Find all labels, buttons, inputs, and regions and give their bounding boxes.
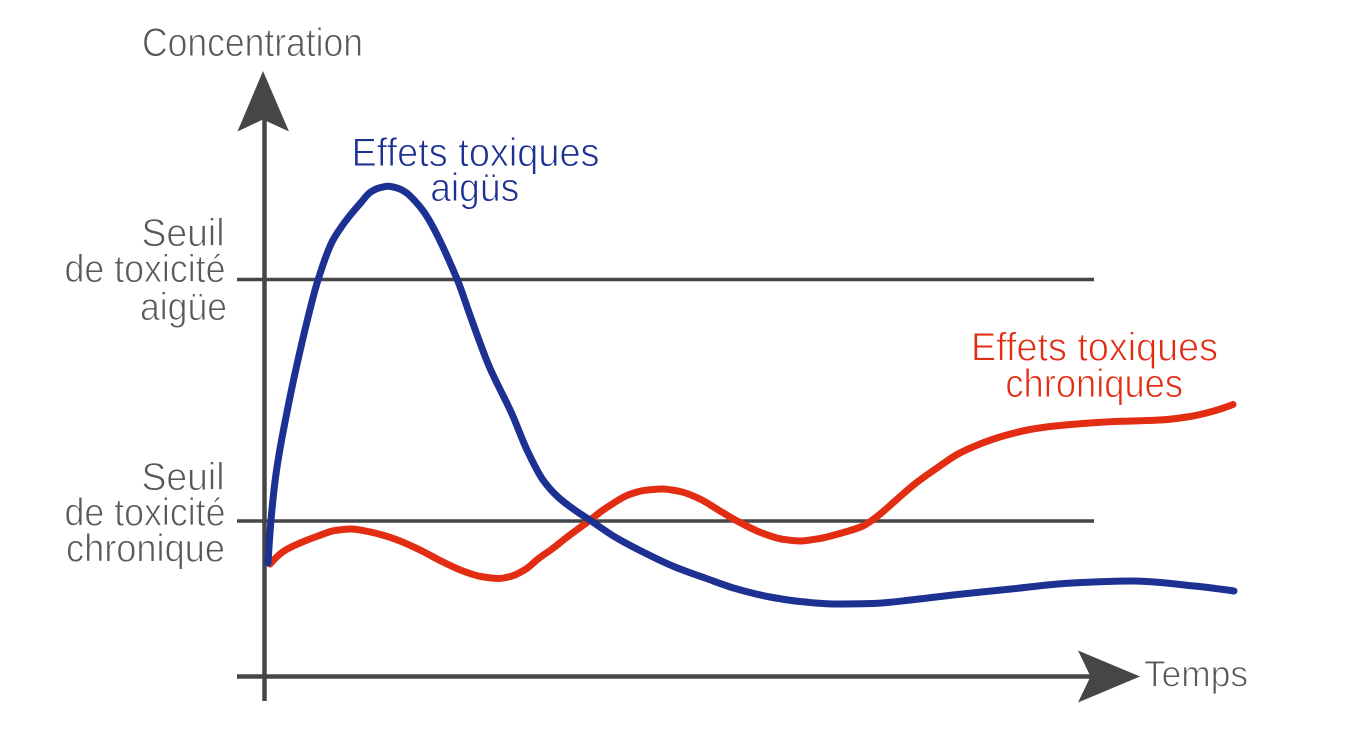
svg-text:aigüe: aigüe [140, 286, 227, 329]
svg-text:chronique: chronique [66, 527, 225, 570]
svg-text:chroniques: chroniques [1005, 362, 1183, 406]
svg-text:Concentration: Concentration [142, 21, 363, 65]
svg-text:Temps: Temps [1144, 654, 1248, 695]
svg-text:aigüs: aigüs [430, 166, 519, 210]
svg-text:Effets toxiques: Effets toxiques [971, 325, 1218, 369]
svg-text:Seuil: Seuil [142, 456, 225, 499]
svg-text:Seuil: Seuil [142, 212, 225, 255]
svg-text:Effets toxiques: Effets toxiques [352, 131, 600, 175]
svg-text:de toxicité: de toxicité [65, 248, 226, 291]
svg-text:de toxicité: de toxicité [65, 492, 226, 535]
